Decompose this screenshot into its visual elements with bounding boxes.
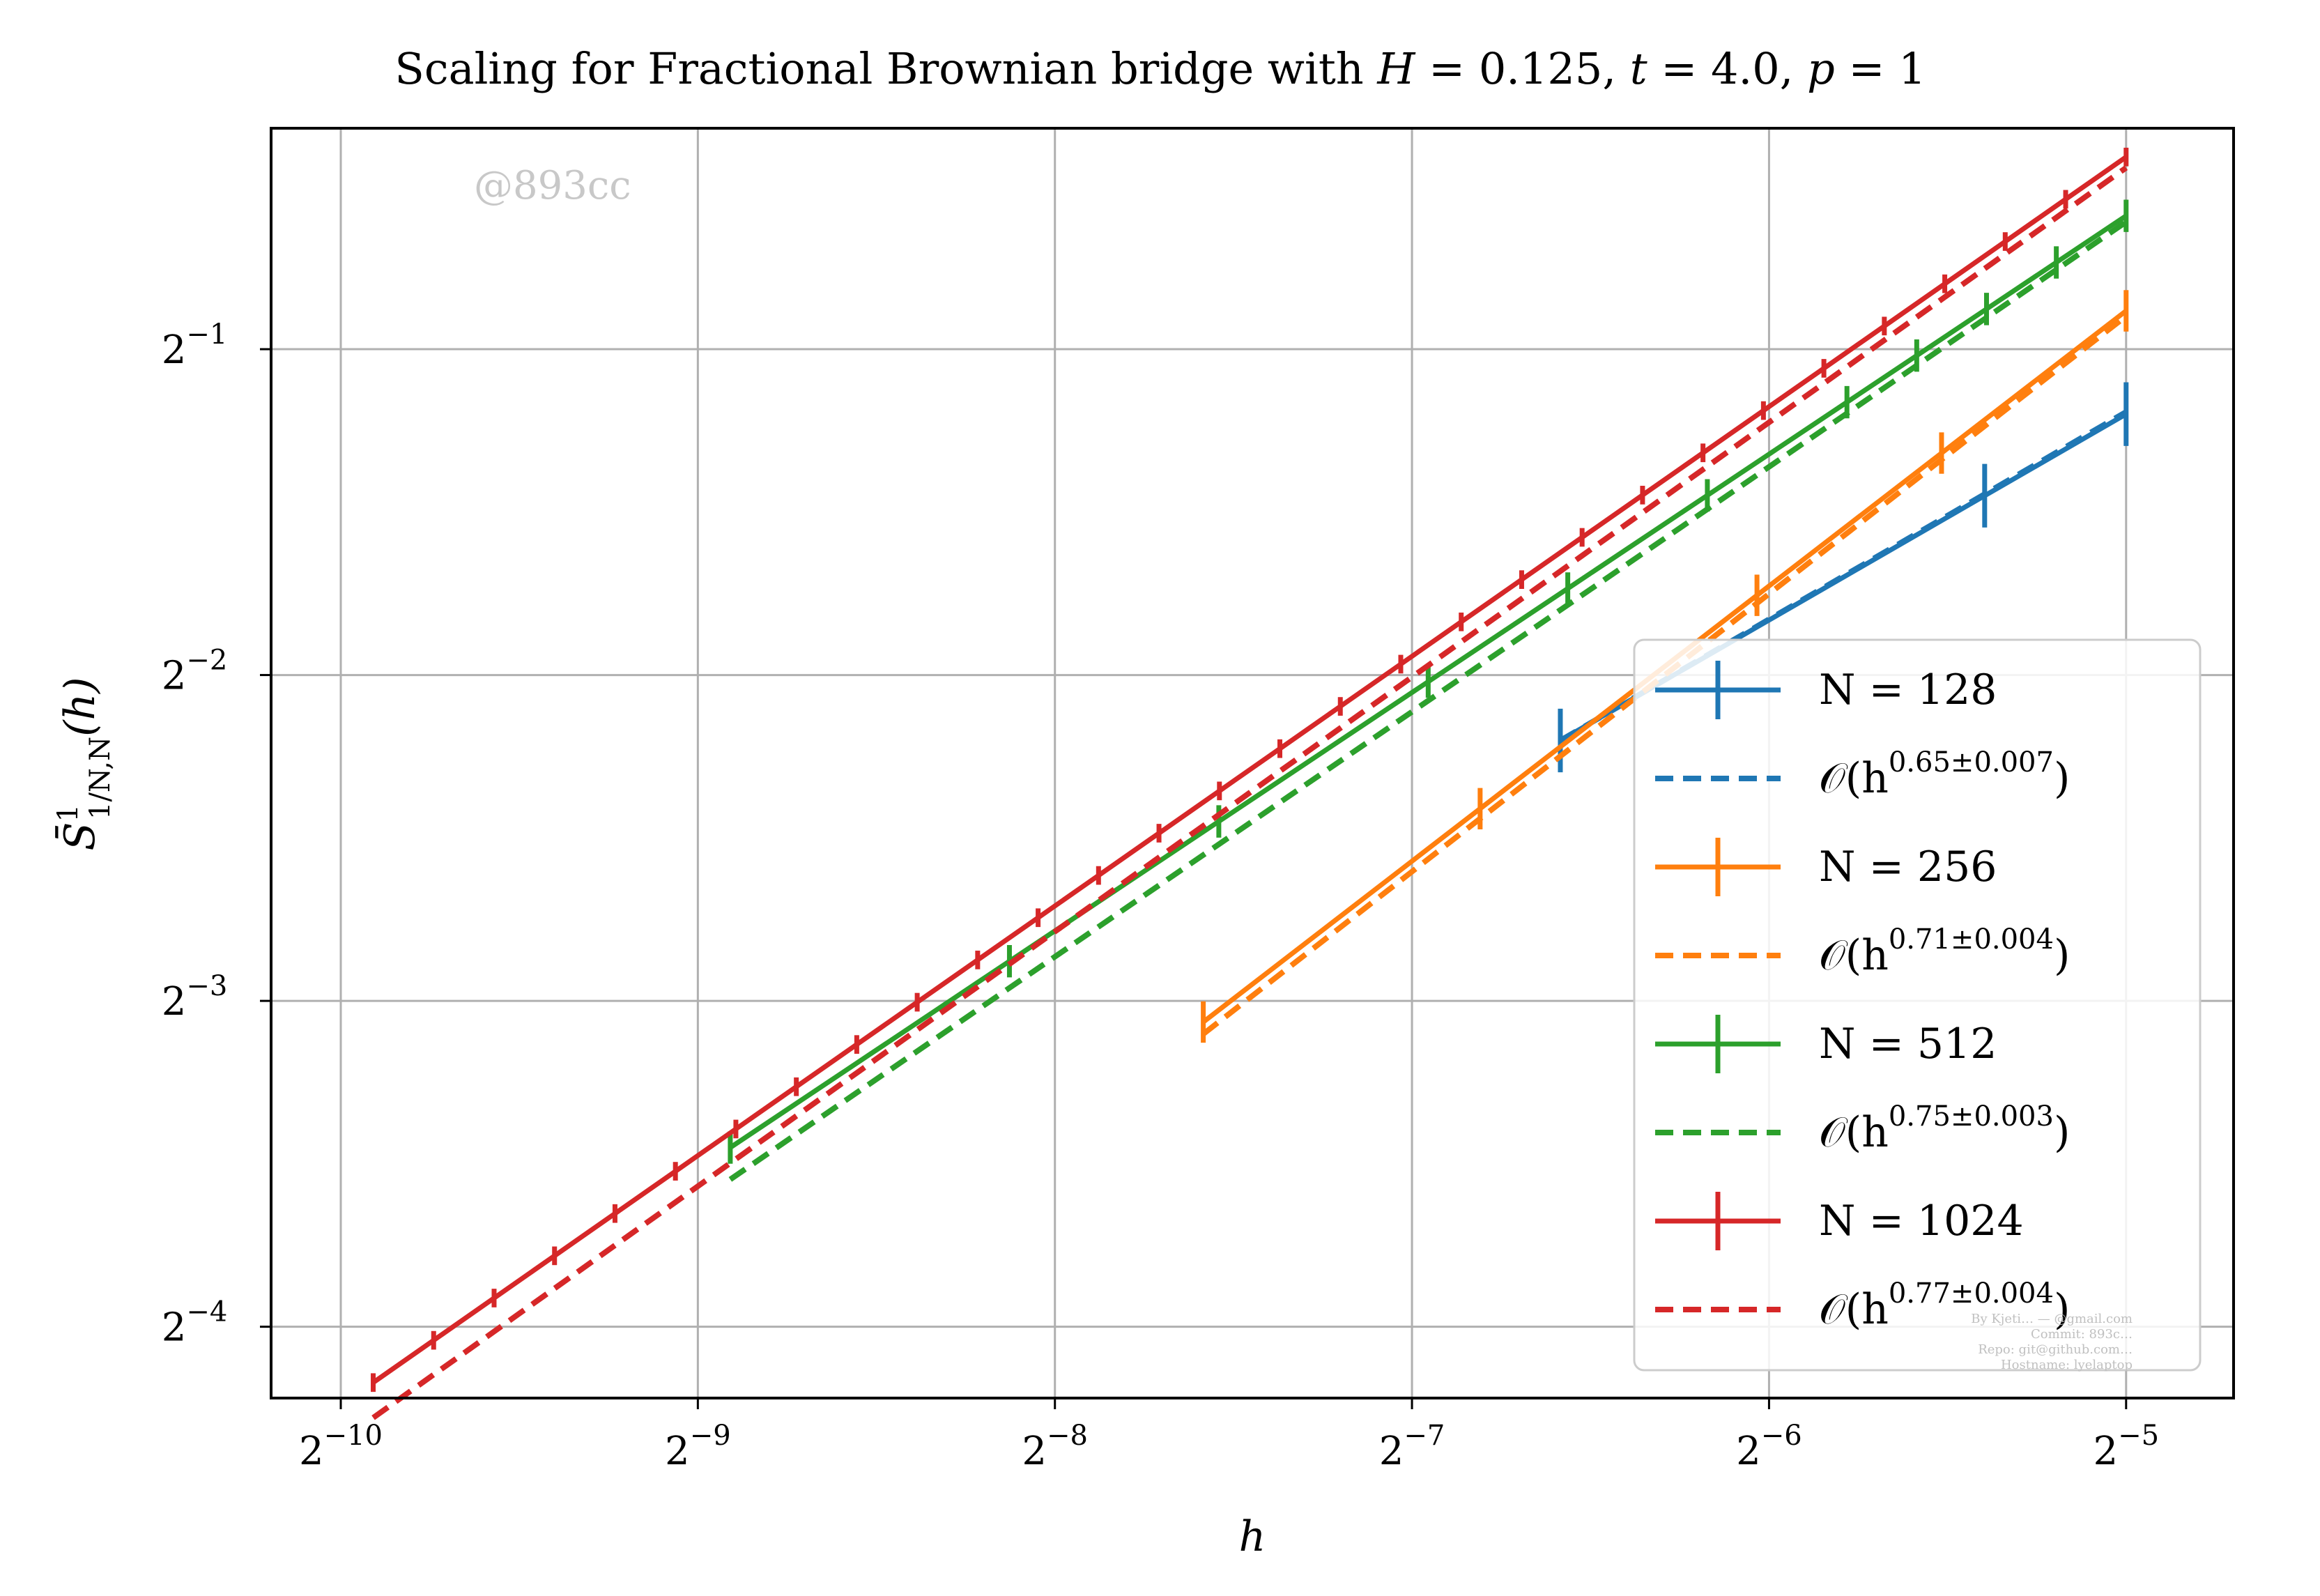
legend-entry-fit-N256: 𝒪(h0.71±0.004) [1655,923,2070,980]
x-tick-label: 2−8 [1022,1420,1088,1474]
plot-area: @893cc [270,127,2235,1420]
legend-fit-label: 𝒪(h0.77±0.004) [1819,1277,2070,1334]
fit-line-N1024 [371,165,2128,1420]
y-tick-label: 2−3 [162,970,228,1025]
data-line-N1024 [371,155,2128,1385]
legend-entry-fit-N128: 𝒪(h0.65±0.007) [1655,746,2070,803]
footer-line: Hostname: lyelaptop [2001,1358,2133,1372]
footer-line: Repo: git@github.com… [1978,1342,2133,1357]
legend-frame [1633,638,2202,1372]
y-tick-label: 2−1 [162,319,228,373]
x-axis-label: h [1239,1512,1266,1561]
y-tick-label: 2−4 [162,1296,228,1351]
legend-label: N = 256 [1819,843,1997,891]
series-N1024 [371,147,2129,1420]
svg-text:S̄11/N,N(h): S̄11/N,N(h) [52,677,116,850]
x-tick-label: 2−6 [1736,1420,1802,1474]
x-tick-label: 2−9 [665,1420,731,1474]
y-axis: 2−4 2−3 2−2 2−1 [162,319,271,1351]
legend-entry-N1024: N = 1024 [1655,1192,2024,1250]
legend-label: N = 128 [1819,666,1997,714]
legend-label: N = 512 [1819,1020,1997,1068]
legend-entry-fit-N512: 𝒪(h0.75±0.003) [1655,1100,2070,1157]
legend-entry-fit-N1024: 𝒪(h0.77±0.004) [1655,1277,2070,1334]
footer-line: Commit: 893c… [2031,1327,2133,1342]
legend: N = 128 𝒪(h0.65±0.007) N = 256 𝒪(h0.71±0.00… [1633,638,2202,1372]
x-tick-label: 2−5 [2093,1420,2159,1474]
legend-entry-N128: N = 128 [1655,661,1997,719]
legend-label: N = 1024 [1819,1197,2024,1245]
y-axis-label: S̄11/N,N(h) [52,677,116,850]
fit-line-N512 [728,220,2128,1182]
legend-fit-label: 𝒪(h0.65±0.007) [1819,746,2070,803]
axes-frame [270,127,2235,1399]
chart-title: Scaling for Fractional Brownian bridge w… [394,43,1926,94]
footer-line: By Kjeti… — @gmail.com [1971,1312,2133,1326]
series-N512 [728,199,2129,1182]
legend-entry-N256: N = 256 [1655,838,1997,896]
watermark: @893cc [474,163,631,208]
y-tick-label: 2−2 [162,645,228,699]
legend-fit-label: 𝒪(h0.75±0.003) [1819,1100,2070,1157]
x-axis: 2−10 2−9 2−8 2−7 2−6 2−5 [299,1398,2159,1474]
x-tick-label: 2−10 [299,1420,383,1474]
legend-fit-label: 𝒪(h0.71±0.004) [1819,923,2070,980]
x-tick-label: 2−7 [1379,1420,1445,1474]
legend-entry-N512: N = 512 [1655,1015,1997,1073]
